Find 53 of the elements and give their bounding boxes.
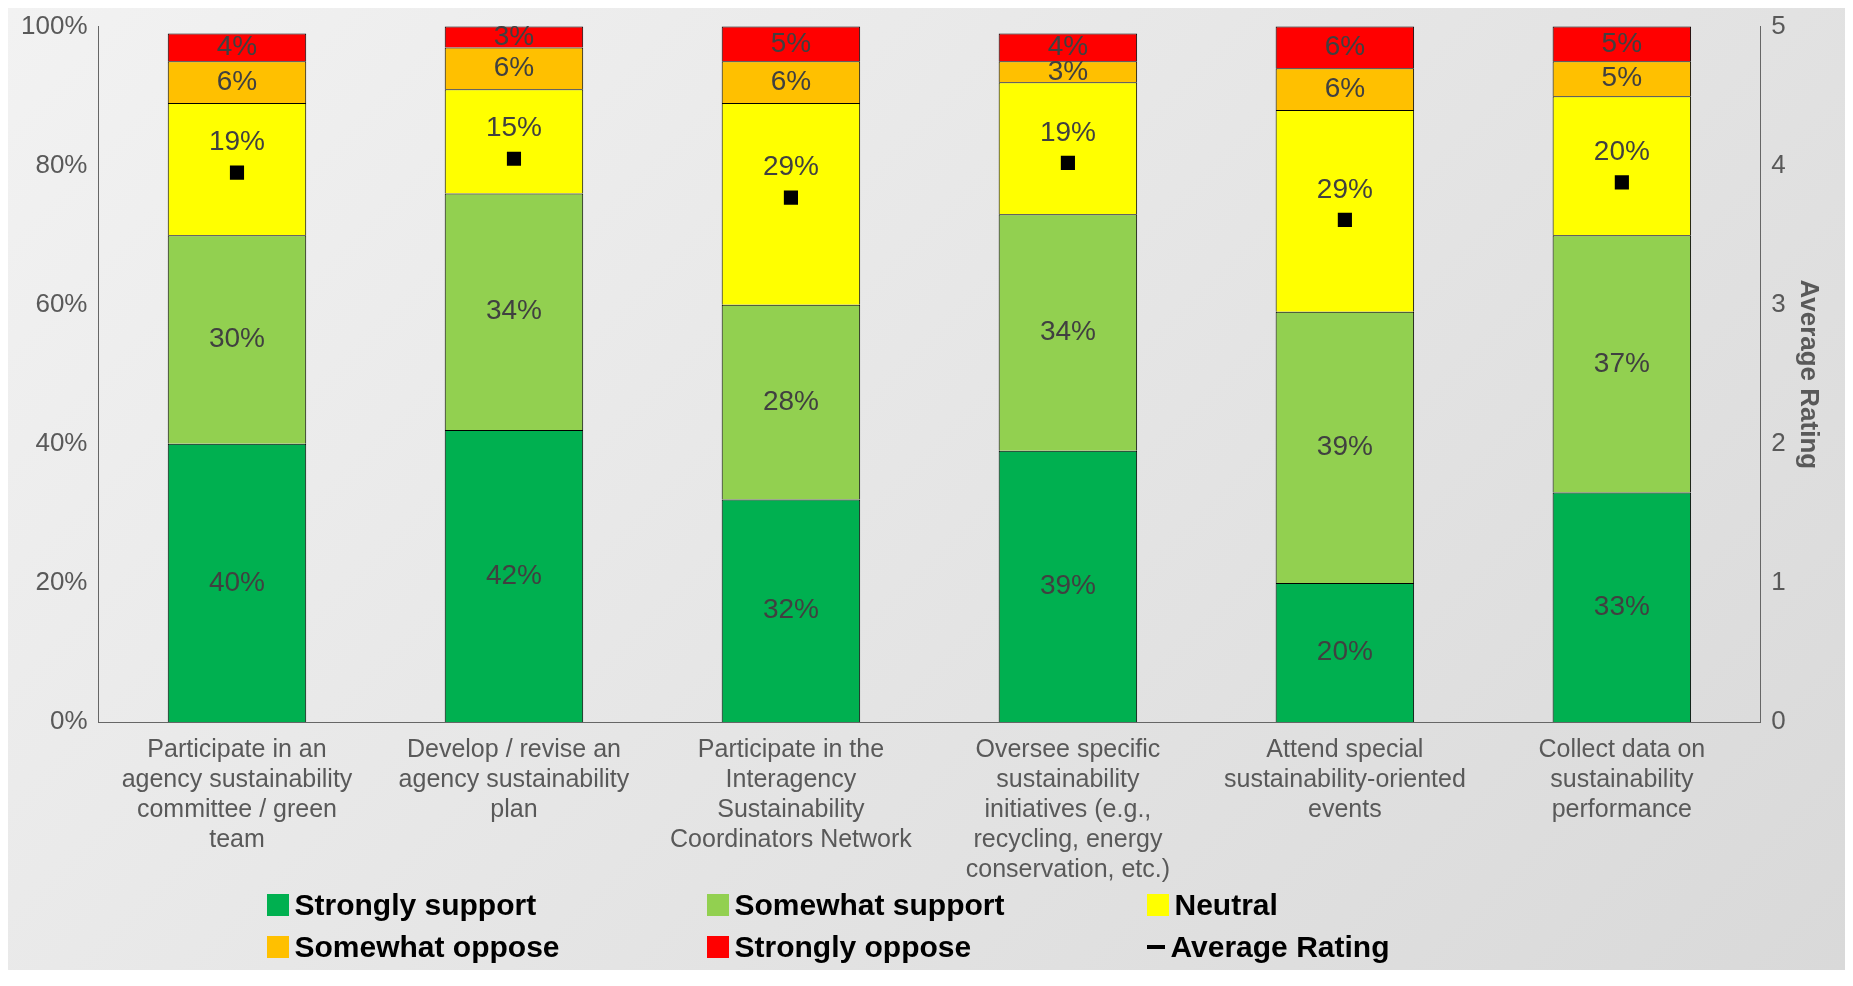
data-label: 3% xyxy=(493,19,535,51)
y2-tick-label: 1 xyxy=(1771,566,1786,597)
y-tick-label: 100% xyxy=(21,9,88,40)
data-label: 40% xyxy=(208,565,266,597)
x-tick-label: Participate in an agency sustainability committee / green team xyxy=(121,733,353,852)
data-label: 6% xyxy=(493,51,535,83)
y-tick-label: 20% xyxy=(35,566,88,597)
data-label: 20% xyxy=(1593,135,1650,167)
y-tick-label: 60% xyxy=(35,287,88,318)
data-label: 20% xyxy=(1316,635,1373,667)
data-label: 29% xyxy=(1316,172,1373,204)
legend-label: Strongly support xyxy=(294,888,537,922)
legend-label: Strongly oppose xyxy=(734,930,972,964)
x-tick-label: Develop / revise an agency sustainability plan xyxy=(398,733,630,822)
y2-tick-label: 3 xyxy=(1771,287,1786,318)
data-label: 6% xyxy=(1324,30,1366,62)
data-label: 34% xyxy=(1039,315,1096,347)
data-label: 6% xyxy=(216,64,258,96)
data-label: 29% xyxy=(762,150,819,182)
y2-axis-title: Average Rating xyxy=(1795,279,1826,470)
legend-label: Average Rating xyxy=(1170,930,1390,964)
y2-tick-label: 4 xyxy=(1771,148,1786,179)
data-label: 33% xyxy=(1593,589,1650,621)
data-label: 28% xyxy=(762,384,819,416)
data-label: 39% xyxy=(1039,569,1096,601)
data-label: 5% xyxy=(1601,26,1643,58)
data-label: 32% xyxy=(762,593,819,625)
data-label: 19% xyxy=(208,125,266,157)
legend-label: Neutral xyxy=(1174,888,1278,922)
legend-label: Somewhat oppose xyxy=(294,930,560,964)
data-label: 6% xyxy=(770,64,812,96)
x-tick-label: Attend special sustainability-oriented events xyxy=(1223,733,1466,822)
data-label: 5% xyxy=(1601,61,1643,93)
x-tick-label: Collect data on sustainability performance xyxy=(1538,733,1706,822)
data-label: 15% xyxy=(485,111,542,143)
data-label: 39% xyxy=(1316,430,1373,462)
legend-label: Somewhat support xyxy=(734,888,1005,922)
y2-tick-label: 5 xyxy=(1771,9,1786,40)
data-label: 5% xyxy=(770,26,812,58)
data-label: 42% xyxy=(485,558,542,590)
x-tick-label: Participate in the Interagency Sustainability Coordinators Network xyxy=(670,733,913,852)
data-label: 37% xyxy=(1593,346,1650,378)
data-label: 4% xyxy=(216,30,258,62)
data-label: 30% xyxy=(208,322,266,354)
y2-tick-label: 2 xyxy=(1771,427,1786,458)
data-label: 6% xyxy=(1324,71,1366,103)
y-tick-label: 80% xyxy=(35,148,88,179)
x-tick-label: Oversee specific sustainability initiatives (e.g., recycling, energy conservation, etc.) xyxy=(965,733,1171,882)
data-label: 34% xyxy=(485,294,542,326)
y-tick-label: 40% xyxy=(35,427,88,458)
y-tick-label: 0% xyxy=(49,705,88,736)
y2-tick-label: 0 xyxy=(1771,705,1786,736)
data-label: 19% xyxy=(1039,115,1096,147)
